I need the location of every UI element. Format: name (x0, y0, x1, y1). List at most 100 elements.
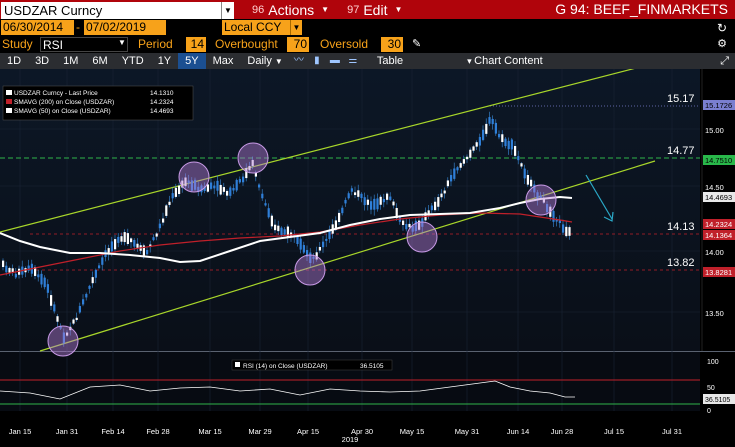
candle-body (101, 257, 104, 265)
edit-menu[interactable]: 97 Edit ▼ (347, 2, 402, 18)
candle-body (325, 238, 328, 241)
candle-body (466, 156, 469, 160)
candle-body (430, 205, 433, 211)
candle-body (14, 273, 17, 278)
currency-dropdown-icon[interactable]: ▼ (290, 20, 302, 35)
candle-body (91, 277, 94, 284)
candle-body (357, 190, 360, 197)
candle-body (219, 184, 222, 195)
study-chevron-down-icon[interactable]: ▼ (118, 38, 126, 47)
axis-tags: 15.1726 14.7510 14.4693 14.2324 14.1364 … (703, 100, 735, 277)
settings-gear-icon[interactable]: ⚙ (717, 38, 727, 50)
x-axis-label: Feb 14 (101, 427, 124, 436)
circle-apr-low (294, 254, 326, 286)
expand-icon[interactable]: ⤢ (720, 54, 729, 67)
candle-body (165, 205, 168, 216)
candle-body (232, 187, 235, 191)
candle-body (181, 180, 184, 188)
candle-body (142, 245, 145, 256)
end-date-field[interactable]: 07/02/2019 (84, 20, 166, 35)
chart-content-button[interactable]: ▾ Chart Content (460, 53, 550, 69)
overlay-icon[interactable]: ▬ (329, 55, 340, 66)
candle-body (200, 185, 203, 193)
rsi-legend-swatch (235, 362, 240, 367)
range-1y-button[interactable]: 1Y (157, 55, 172, 67)
currency-field[interactable]: Local CCY (222, 20, 290, 35)
candle-body (66, 332, 69, 336)
period-field[interactable]: 14 (186, 37, 206, 52)
annotation-circles (47, 142, 557, 357)
candle-body (235, 179, 238, 191)
candle-body (478, 137, 481, 146)
candle-body (376, 198, 379, 210)
candle-body (360, 193, 363, 199)
period-label: Period (138, 37, 173, 51)
ticker-field[interactable]: USDZAR Curncy (1, 1, 221, 19)
candle-body (78, 306, 81, 313)
refresh-icon[interactable]: ↻ (716, 21, 727, 35)
candle-body (421, 218, 424, 227)
table-button[interactable]: Table (376, 55, 404, 67)
actions-menu[interactable]: 96 Actions ▼ (252, 2, 329, 18)
candle-body (126, 233, 129, 245)
x-axis-year: 2019 (342, 435, 359, 444)
candle-body (5, 265, 8, 273)
candle-body (8, 267, 11, 273)
legend-value-sma200: 14.2324 (150, 99, 174, 106)
sma200-line (0, 212, 573, 276)
candle-body (446, 180, 449, 187)
oversold-field[interactable]: 30 (381, 37, 403, 52)
start-date-field[interactable]: 06/30/2014 (1, 20, 74, 35)
sma50-line (0, 195, 573, 264)
candle-body (245, 168, 248, 179)
frequency-label: Daily (247, 55, 272, 67)
pin-icon[interactable]: ✎ (412, 38, 422, 50)
frequency-select[interactable]: Daily ▼ (240, 53, 289, 69)
candle-body (37, 274, 40, 278)
tag-15-1726: 15.1726 (705, 101, 732, 110)
edit-chevron-down-icon: ▼ (394, 5, 403, 14)
candle-body (558, 220, 561, 223)
candle-body (504, 138, 507, 147)
candle-body (312, 256, 315, 259)
candle-body (443, 190, 446, 194)
candle-body (203, 186, 206, 191)
candle-body (469, 149, 472, 158)
candle-chart-icon[interactable]: ▮ (314, 55, 320, 66)
line-chart-icon[interactable]: 〰 (293, 55, 304, 66)
range-5y-button[interactable]: 5Y (178, 53, 206, 69)
ticker-dropdown-icon[interactable]: ▼ (221, 1, 234, 19)
candle-body (174, 187, 177, 197)
candle-body (472, 146, 475, 151)
x-axis-label: May 31 (455, 427, 480, 436)
compare-icon[interactable]: ⚌ (348, 55, 358, 66)
range-ytd-button[interactable]: YTD (121, 55, 144, 67)
candle-body (347, 193, 350, 199)
candle-body (59, 326, 62, 329)
candle-body (462, 159, 465, 164)
range-max-button[interactable]: Max (212, 55, 234, 67)
candle-body (194, 179, 197, 190)
x-axis-label: Mar 29 (248, 427, 271, 436)
overbought-field[interactable]: 70 (287, 37, 309, 52)
study-select[interactable]: RSI (40, 37, 128, 52)
study-row: Study RSI ▼ Period 14 Overbought 70 Over… (0, 36, 735, 53)
candle-body (82, 299, 85, 305)
rsi-tick-0: 0 (707, 408, 711, 415)
candle-body (334, 220, 337, 230)
price-axis: 15.00 14.50 14.00 13.50 (701, 69, 724, 351)
price-chart[interactable]: USDZAR Curncy - Last Price 14.1310 SMAVG… (0, 66, 735, 447)
legend-label-sma200: SMAVG (200) on Close (USDZAR) (14, 99, 114, 106)
range-3d-button[interactable]: 3D (35, 55, 50, 67)
candle-body (328, 230, 331, 240)
range-6m-button[interactable]: 6M (92, 55, 108, 67)
candle-body (261, 193, 264, 199)
range-1d-button[interactable]: 1D (7, 55, 22, 67)
circle-low-jan (47, 325, 79, 357)
candle-body (491, 118, 494, 125)
level-label-14-77: 14.77 (667, 145, 695, 157)
rsi-legend-label: RSI (14) on Close (USDZAR) (243, 363, 328, 370)
range-1m-button[interactable]: 1M (63, 55, 79, 67)
candle-body (507, 140, 510, 150)
candle-body (11, 268, 14, 273)
